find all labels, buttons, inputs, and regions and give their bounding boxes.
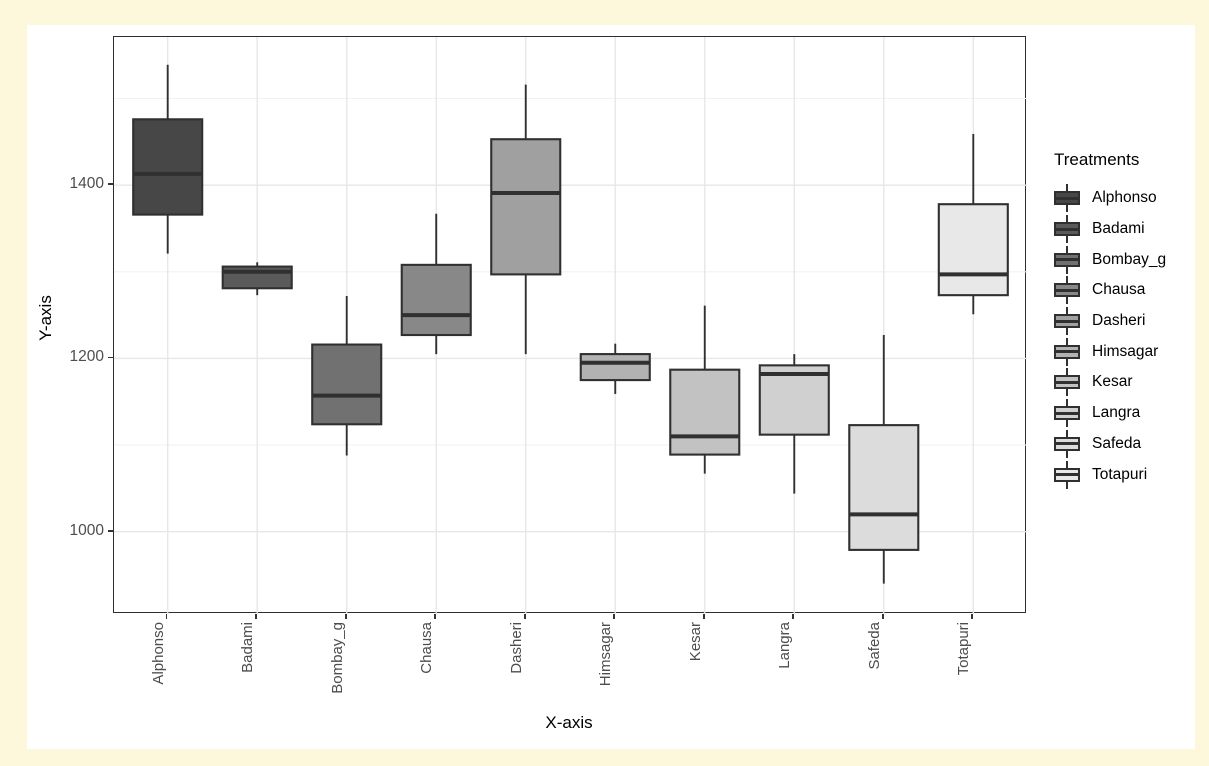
legend-item-safeda: Safeda: [1054, 429, 1166, 460]
boxplot-key-icon: [1054, 307, 1080, 336]
boxplot-canvas: [114, 37, 1027, 614]
x-tick-label: Badami: [239, 622, 257, 673]
boxplot-key-icon: [1054, 399, 1080, 428]
boxplot-alphonso: [132, 64, 204, 254]
y-tick-label: 1200: [69, 348, 104, 366]
iqr-box: [669, 368, 741, 456]
boxplot-himsagar: [579, 343, 651, 394]
boxplot-bombay_g: [311, 296, 383, 456]
legend-title: Treatments: [1054, 150, 1140, 169]
x-axis-title: X-axis: [545, 713, 593, 732]
x-tick-label: Kesar: [686, 622, 704, 662]
y-tick-mark: [108, 529, 113, 532]
x-tick-mark: [792, 613, 795, 619]
x-tick-mark: [971, 613, 974, 619]
x-tick-mark: [165, 613, 168, 619]
x-tick-label: Bombay_g: [328, 622, 346, 694]
legend-item-badami: Badami: [1054, 214, 1166, 245]
iqr-box: [579, 353, 651, 382]
legend-item-bombay_g: Bombay_g: [1054, 244, 1166, 275]
legend-label: Langra: [1092, 404, 1141, 422]
iqr-box: [937, 203, 1009, 297]
x-tick-mark: [613, 613, 616, 619]
y-tick-label: 1400: [69, 175, 104, 193]
legend-item-kesar: Kesar: [1054, 367, 1166, 398]
chart-panel: [113, 36, 1027, 614]
x-tick-label: Totapuri: [955, 622, 973, 676]
iqr-box: [758, 364, 830, 436]
legend-label: Bombay_g: [1092, 250, 1167, 268]
iqr-box: [311, 343, 383, 426]
iqr-box: [132, 118, 204, 216]
legend-label: Safeda: [1092, 434, 1142, 452]
x-tick-mark: [702, 613, 705, 619]
boxplot-langra: [758, 354, 830, 494]
legend-item-dasheri: Dasheri: [1054, 306, 1166, 337]
iqr-box: [848, 424, 920, 551]
boxplot-key-icon: [1054, 215, 1080, 244]
legend-item-totapuri: Totapuri: [1054, 459, 1166, 490]
x-tick-mark: [881, 613, 884, 619]
legend-label: Alphonso: [1092, 189, 1157, 207]
boxplot-chausa: [400, 213, 472, 355]
iqr-box: [400, 263, 472, 337]
legend: Treatments Alphonso Badami Bombay_g Chausa D…: [1054, 150, 1166, 490]
legend-label: Kesar: [1092, 373, 1133, 391]
boxplot-totapuri: [937, 134, 1009, 315]
x-tick-mark: [255, 613, 257, 619]
boxplot-key-icon: [1054, 245, 1080, 274]
legend-label: Chausa: [1092, 281, 1146, 299]
x-tick-label: Safeda: [865, 622, 883, 670]
boxplot-key-icon: [1054, 276, 1080, 305]
iqr-box: [490, 138, 562, 276]
legend-item-langra: Langra: [1054, 398, 1166, 429]
legend-item-himsagar: Himsagar: [1054, 336, 1166, 367]
x-tick-mark: [434, 613, 437, 619]
legend-label: Himsagar: [1092, 342, 1159, 360]
y-axis-title: Y-axis: [36, 295, 55, 341]
boxplot-badami: [221, 262, 293, 296]
legend-label: Badami: [1092, 220, 1145, 238]
boxplot-key-icon: [1054, 460, 1080, 489]
boxplot-key-icon: [1054, 184, 1080, 213]
y-tick-mark: [108, 356, 113, 359]
y-tick-label: 1000: [69, 521, 104, 539]
x-tick-mark: [344, 613, 347, 619]
boxplot-dasheri: [490, 84, 562, 355]
x-tick-label: Chausa: [418, 622, 436, 674]
legend-item-chausa: Chausa: [1054, 275, 1166, 306]
legend-items: Alphonso Badami Bombay_g Chausa Dasheri Himsa…: [1054, 183, 1166, 490]
legend-item-alphonso: Alphonso: [1054, 183, 1166, 214]
x-tick-label: Alphonso: [149, 622, 167, 685]
boxplot-key-icon: [1054, 337, 1080, 366]
x-tick-label: Langra: [776, 622, 794, 669]
legend-label: Dasheri: [1092, 312, 1146, 330]
boxplot-safeda: [848, 335, 920, 584]
boxplot-key-icon: [1054, 368, 1080, 397]
legend-label: Totapuri: [1092, 465, 1148, 483]
boxplot-key-icon: [1054, 429, 1080, 458]
boxplot-kesar: [669, 305, 741, 474]
y-tick-mark: [108, 183, 113, 185]
x-tick-mark: [523, 613, 526, 619]
